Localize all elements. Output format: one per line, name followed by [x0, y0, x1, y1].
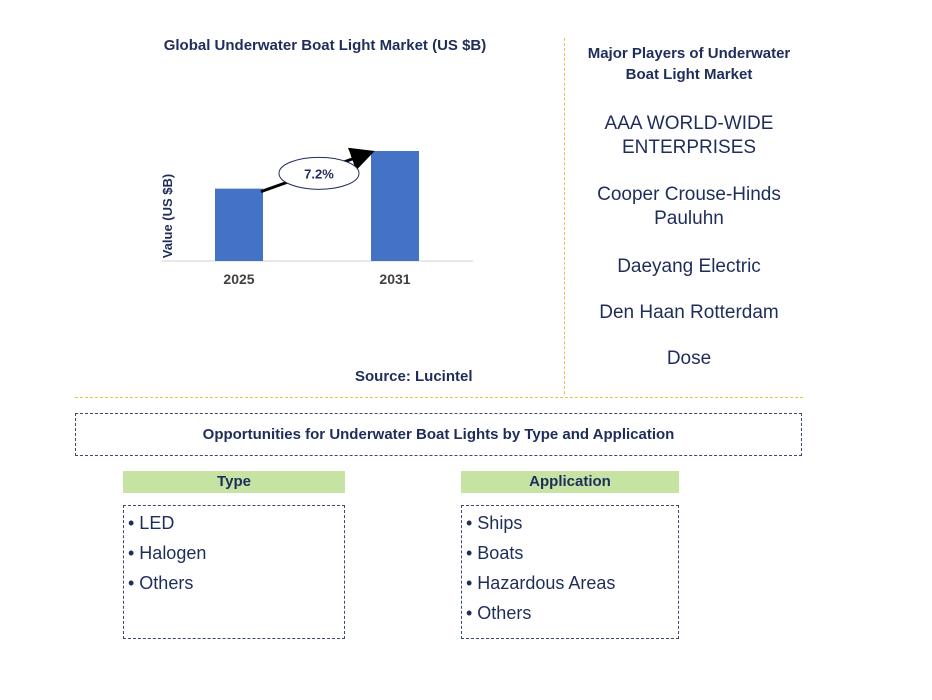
application-list: • Ships • Boats • Hazardous Areas • Othe… — [461, 505, 679, 639]
type-list: • LED • Halogen • Others — [123, 505, 345, 639]
player-item: Cooper Crouse-Hinds Pauluhn — [597, 184, 781, 229]
bar-2031 — [371, 151, 419, 261]
player-item: Daeyang Electric — [617, 256, 761, 277]
growth-ellipse — [278, 156, 360, 190]
application-item: • Boats — [466, 543, 524, 563]
type-header: Type — [123, 471, 345, 493]
growth-label: 7.2% — [304, 166, 334, 181]
x-tick-label: 2031 — [379, 271, 410, 287]
y-axis-label: Value (US $B) — [160, 174, 175, 259]
application-item: • Hazardous Areas — [466, 573, 616, 593]
horizontal-divider — [75, 397, 803, 398]
application-item: • Ships — [466, 513, 523, 533]
player-item: AAA WORLD-WIDE ENTERPRISES — [604, 113, 774, 158]
opportunities-title: Opportunities for Underwater Boat Lights… — [75, 413, 802, 456]
vertical-divider — [564, 38, 565, 394]
bar-2025 — [215, 188, 263, 261]
x-tick-label: 2025 — [223, 271, 254, 287]
bar-chart: Value (US $B) 2025 2031 7.2% — [160, 147, 473, 287]
type-item: • Others — [128, 573, 194, 593]
application-header: Application — [461, 471, 679, 493]
chart-title: Global Underwater Boat Light Market (US … — [163, 37, 487, 54]
players-title: Major Players of Underwater Boat Light M… — [587, 45, 791, 83]
player-item: Dose — [666, 348, 712, 369]
source-label: Source: Lucintel — [355, 368, 473, 385]
type-item: • LED — [128, 513, 175, 533]
type-item: • Halogen — [128, 543, 207, 563]
application-item: • Others — [466, 603, 532, 623]
player-item: Den Haan Rotterdam — [599, 302, 779, 323]
